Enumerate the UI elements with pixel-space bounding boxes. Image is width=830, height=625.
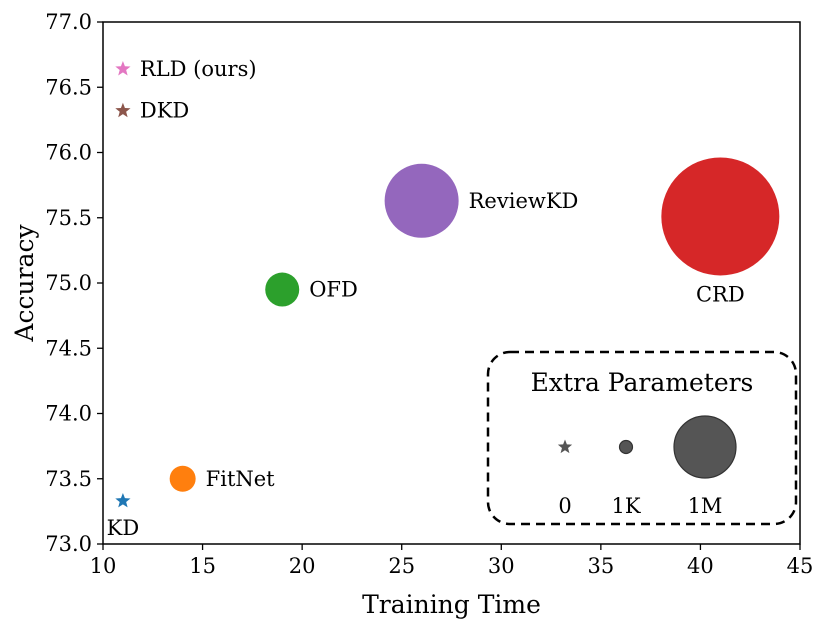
point-marker-ofd [265, 272, 300, 307]
legend-marker-star [557, 439, 573, 454]
y-axis-label: Accuracy [10, 224, 39, 343]
legend-label-1m: 1M [688, 494, 723, 518]
x-tick-label: 10 [90, 554, 117, 578]
y-tick-label: 75.0 [45, 271, 92, 295]
point-marker-rld-ours [115, 60, 131, 76]
point-label-fitnet: FitNet [206, 467, 276, 491]
y-tick-label: 73.0 [45, 532, 92, 556]
point-marker-fitnet [169, 465, 196, 492]
y-tick-label: 74.5 [45, 336, 92, 360]
legend-box: Extra Parameters 0 1K 1M [486, 350, 798, 526]
point-label-dkd: DKD [140, 99, 189, 123]
y-tick-label: 76.5 [45, 75, 92, 99]
x-axis-label: Training Time [362, 590, 541, 619]
point-label-crd: CRD [696, 282, 745, 306]
x-tick-label: 35 [587, 554, 614, 578]
point-marker-kd [115, 492, 131, 508]
x-tick-label: 40 [687, 554, 714, 578]
point-label-kd: KD [107, 516, 140, 540]
legend-frame [486, 350, 798, 526]
legend-label-0: 0 [558, 494, 571, 518]
x-tick-label: 30 [488, 554, 515, 578]
point-label-reviewkd: ReviewKD [469, 189, 579, 213]
point-marker-reviewkd [384, 163, 459, 238]
x-tick-label: 15 [189, 554, 216, 578]
y-tick-label: 76.0 [45, 141, 92, 165]
y-tick-label: 73.5 [45, 467, 92, 491]
legend-label-1k: 1K [611, 494, 640, 518]
x-tick-label: 25 [388, 554, 415, 578]
point-marker-dkd [115, 102, 131, 118]
y-tick-label: 75.5 [45, 206, 92, 230]
legend-marker-small-circle [618, 439, 634, 455]
ticks-layer: 10 15 20 25 30 35 40 45 73.0 73.5 74.0 74.5 75.0 75.5… [45, 10, 813, 578]
y-tick-label: 74.0 [45, 402, 92, 426]
legend-title: Extra Parameters [531, 368, 754, 397]
x-tick-label: 20 [289, 554, 316, 578]
y-tick-label: 77.0 [45, 10, 92, 34]
x-tick-label: 45 [787, 554, 814, 578]
points-layer: RLD (ours) DKD ReviewKD CRD OFD FitNet KD [107, 57, 780, 540]
point-label-ofd: OFD [309, 278, 358, 302]
point-label-rld-ours: RLD (ours) [140, 57, 257, 81]
legend-marker-large-circle [673, 415, 737, 479]
point-marker-crd [661, 157, 780, 276]
